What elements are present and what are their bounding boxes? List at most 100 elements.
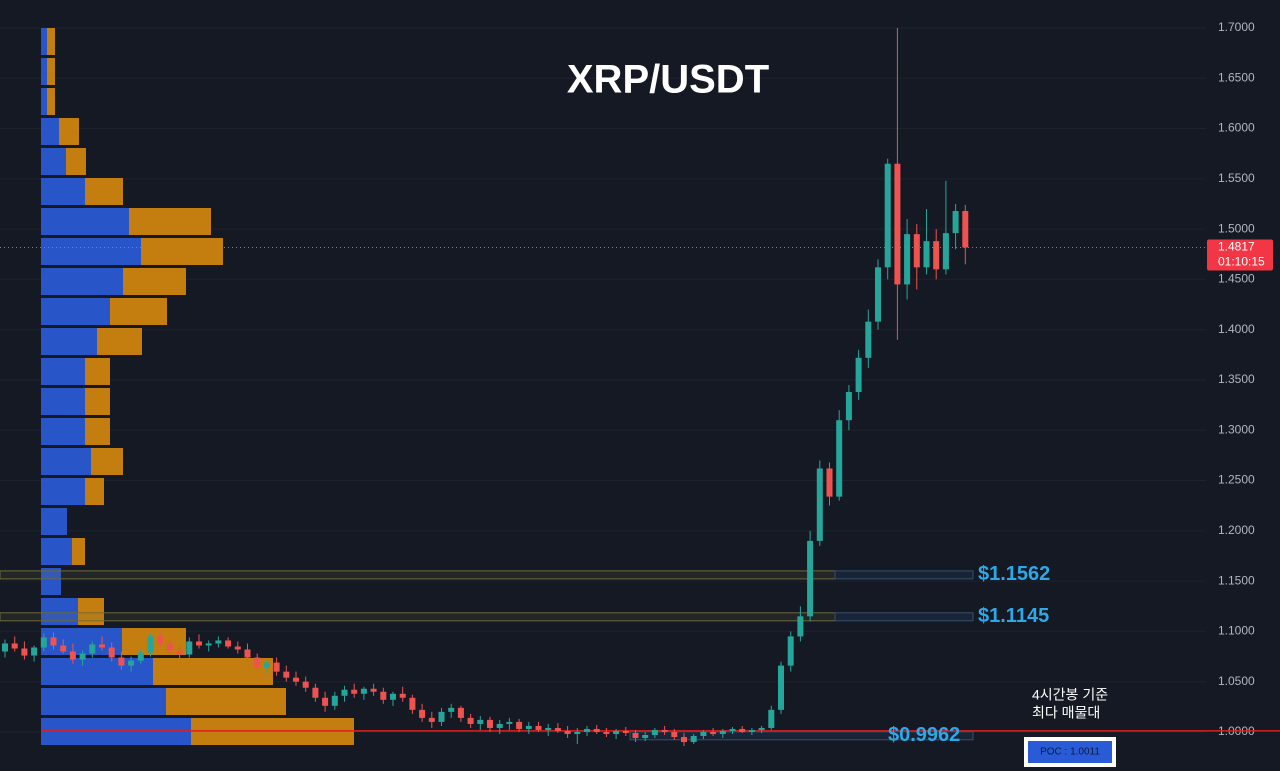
profile-sell (122, 628, 186, 655)
candle-body (962, 211, 969, 248)
candle-body (302, 681, 309, 688)
candle-body (845, 392, 852, 421)
candle-body (758, 727, 765, 730)
candle-body (778, 665, 784, 710)
candle-body (351, 689, 358, 694)
candle-body (748, 729, 755, 732)
candle-body (360, 688, 367, 694)
y-tick-label: 1.1000 (1218, 624, 1255, 638)
candle-body (11, 643, 18, 649)
candle-body (535, 725, 542, 730)
profile-sell (85, 388, 110, 415)
y-tick-label: 1.2000 (1218, 523, 1255, 537)
candle-body (370, 688, 377, 692)
profile-buy (41, 28, 47, 55)
candle-body (816, 468, 823, 541)
y-tick-label: 1.2500 (1218, 473, 1255, 487)
annotation: 4시간봉 기준 (1032, 687, 1108, 703)
candle-body (913, 234, 920, 268)
candle-body (525, 725, 532, 729)
profile-sell (153, 658, 273, 685)
profile-buy (41, 508, 67, 535)
candle-body (642, 734, 649, 739)
candle-body (593, 728, 600, 732)
y-tick-label: 1.5000 (1218, 221, 1255, 235)
poc-label: POC : 1.0011 (1040, 747, 1100, 758)
y-tick-label: 1.3500 (1218, 372, 1255, 386)
candle-body (875, 267, 881, 322)
candle-body (739, 728, 746, 732)
level-zone (0, 570, 836, 580)
profile-buy (41, 358, 85, 385)
candle-body (157, 636, 164, 644)
profile-buy (41, 388, 85, 415)
candle-body (952, 211, 959, 234)
candle-body (283, 671, 290, 678)
candle-body (807, 540, 814, 617)
candle-body (21, 648, 28, 656)
candle-body (700, 731, 707, 737)
candle-body (933, 241, 940, 270)
candle-body (467, 717, 474, 724)
candle-body (205, 643, 212, 646)
candle-body (225, 640, 232, 647)
profile-sell (85, 358, 110, 385)
candle-body (457, 707, 464, 718)
profile-buy (41, 328, 97, 355)
candle-body (341, 689, 348, 696)
candle-body (622, 730, 629, 733)
candle-body (671, 731, 678, 738)
candle-body (729, 728, 736, 731)
price-tag (1207, 239, 1273, 271)
candle-body (147, 636, 154, 653)
y-tick-label: 1.1500 (1218, 573, 1255, 587)
candle-body (176, 650, 183, 655)
candle-body (254, 657, 261, 668)
candle-body (273, 662, 280, 672)
profile-sell (123, 268, 186, 295)
profile-sell (66, 148, 86, 175)
candle-body (651, 729, 658, 735)
profile-sell (47, 58, 55, 85)
level-box (834, 612, 974, 622)
candle-body (690, 736, 697, 743)
candle-body (409, 697, 416, 710)
candle-body (894, 163, 901, 285)
poc-box (1028, 741, 1112, 763)
profile-buy (41, 88, 47, 115)
profile-buy (41, 238, 141, 265)
candle-body (574, 731, 581, 734)
candle-body (215, 640, 222, 644)
level-label: $1.1562 (978, 563, 1050, 585)
candle-body (448, 707, 455, 712)
candle-body (855, 357, 862, 393)
candle-body (186, 641, 193, 655)
candle-body (166, 643, 173, 651)
candle-body (797, 616, 804, 637)
candle-body (506, 721, 513, 724)
candle-body (836, 420, 843, 497)
candle-body (263, 662, 270, 668)
candle-body (613, 730, 620, 734)
y-tick-label: 1.4000 (1218, 322, 1255, 336)
chart-title: XRP/USDT (567, 58, 769, 102)
candle-body (554, 727, 561, 731)
countdown-label: 01:10:15 (1218, 255, 1265, 269)
candle-body (137, 652, 144, 661)
candle-body (293, 677, 299, 682)
profile-buy (41, 208, 129, 235)
profile-buy (41, 448, 91, 475)
candle-body (99, 644, 105, 648)
level-box (629, 731, 974, 741)
candle-body (884, 163, 891, 268)
current-price-label: 1.4817 (1218, 240, 1255, 254)
candle-body (331, 695, 338, 706)
candle-body (438, 711, 445, 722)
profile-buy (41, 298, 110, 325)
candle-body (322, 697, 329, 706)
candle-body (584, 728, 590, 732)
candle-body (234, 646, 241, 650)
